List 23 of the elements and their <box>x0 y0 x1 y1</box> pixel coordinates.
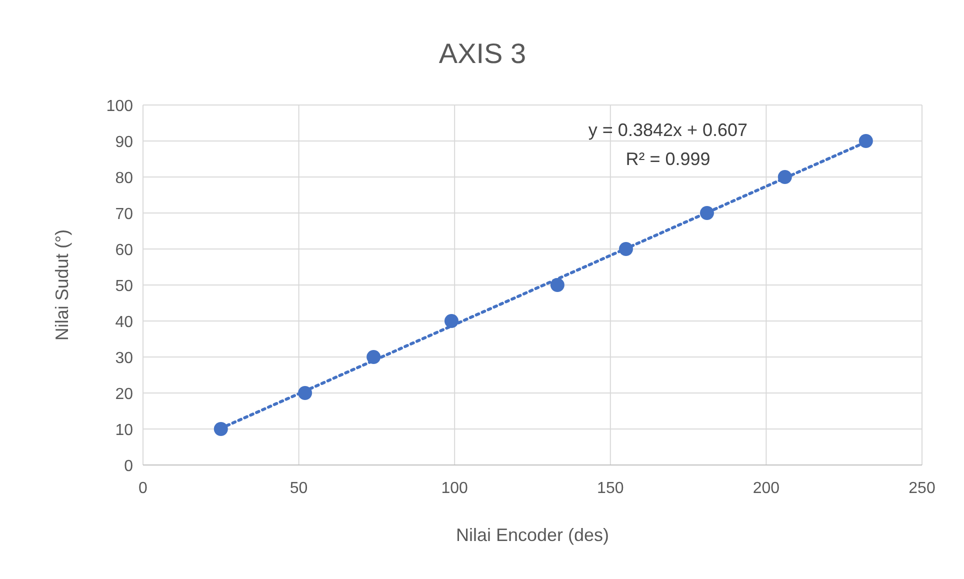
y-tick-label: 40 <box>115 314 134 331</box>
x-tick-label: 250 <box>908 480 936 497</box>
point <box>858 134 873 148</box>
y-tick-label: 10 <box>115 422 134 439</box>
y-tick-label: 70 <box>115 206 134 223</box>
x-tick-label: 0 <box>138 480 148 497</box>
x-tick-label: 100 <box>441 480 468 497</box>
x-tick-label: 150 <box>597 480 624 497</box>
x-tick-label: 50 <box>290 480 308 497</box>
y-tick-label: 60 <box>115 242 134 259</box>
annotation: R² = 0.999 <box>626 149 710 169</box>
y-tick-label: 30 <box>115 350 134 367</box>
y-tick-label: 80 <box>115 170 134 187</box>
y-tick-label: 50 <box>115 278 134 295</box>
x-axis-title: Nilai Encoder (des) <box>456 525 610 545</box>
y-tick-label: 90 <box>115 134 134 151</box>
y-tick-label: 100 <box>106 98 134 115</box>
y-tick-label: 20 <box>115 386 134 403</box>
y-axis-title: Nilai Sudut (°) <box>52 229 72 341</box>
chart-title: AXIS 3 <box>438 38 526 69</box>
y-tick-label: 0 <box>124 458 134 475</box>
x-tick-label: 200 <box>752 480 780 497</box>
annotation: y = 0.3842x + 0.607 <box>588 120 748 140</box>
